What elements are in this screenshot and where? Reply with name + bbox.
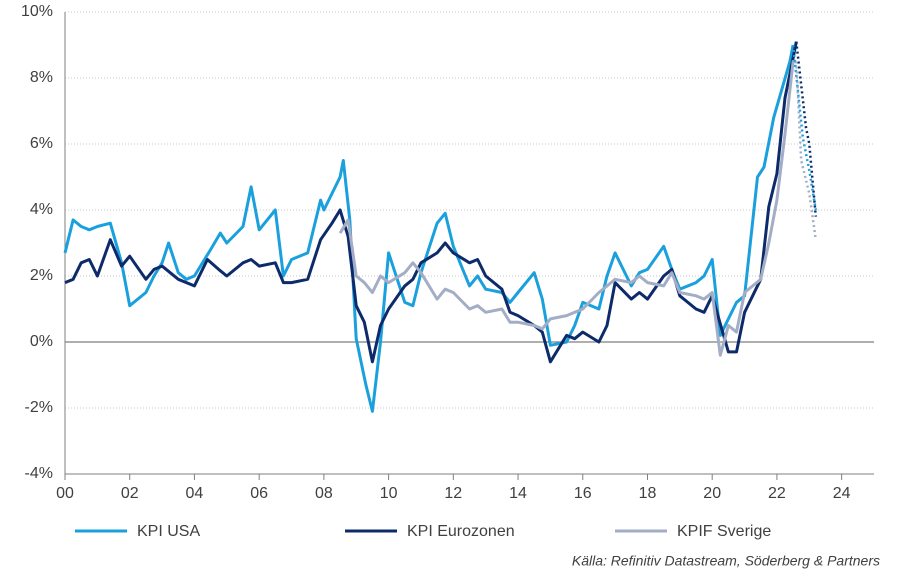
y-tick-label: 0% xyxy=(30,333,53,350)
x-tick-label: 04 xyxy=(186,485,204,502)
x-tick-label: 20 xyxy=(703,485,721,502)
y-tick-label: -4% xyxy=(25,465,53,482)
x-tick-label: 02 xyxy=(121,485,139,502)
source: Källa: Refinitiv Datastream, Söderberg &… xyxy=(572,553,880,569)
series-line xyxy=(63,44,795,413)
forecast-line xyxy=(791,44,818,211)
y-tick-label: 8% xyxy=(30,69,53,86)
y-tick-label: 6% xyxy=(30,135,53,152)
x-tick-label: 24 xyxy=(833,485,851,502)
y-tick-label: -2% xyxy=(25,399,53,416)
x-tick-label: 22 xyxy=(768,485,786,502)
series-line xyxy=(64,41,798,364)
x-tick-label: 16 xyxy=(574,485,592,502)
x-tick-label: 14 xyxy=(509,485,527,502)
x-tick-label: 10 xyxy=(380,485,398,502)
y-tick-label: 2% xyxy=(30,267,53,284)
x-tick-label: 06 xyxy=(250,485,268,502)
x-tick-label: 00 xyxy=(56,485,74,502)
forecast-line xyxy=(795,61,818,240)
y-tick-label: 4% xyxy=(30,201,53,218)
x-tick-label: 08 xyxy=(315,485,333,502)
y-tick-label: 10% xyxy=(21,3,53,20)
x-tick-label: 18 xyxy=(639,485,657,502)
x-tick-label: 12 xyxy=(444,485,462,502)
series-line xyxy=(338,60,797,357)
legend-label: KPI Eurozonen xyxy=(407,523,515,540)
legend-label: KPIF Sverige xyxy=(677,523,771,540)
legend-label: KPI USA xyxy=(137,523,200,540)
